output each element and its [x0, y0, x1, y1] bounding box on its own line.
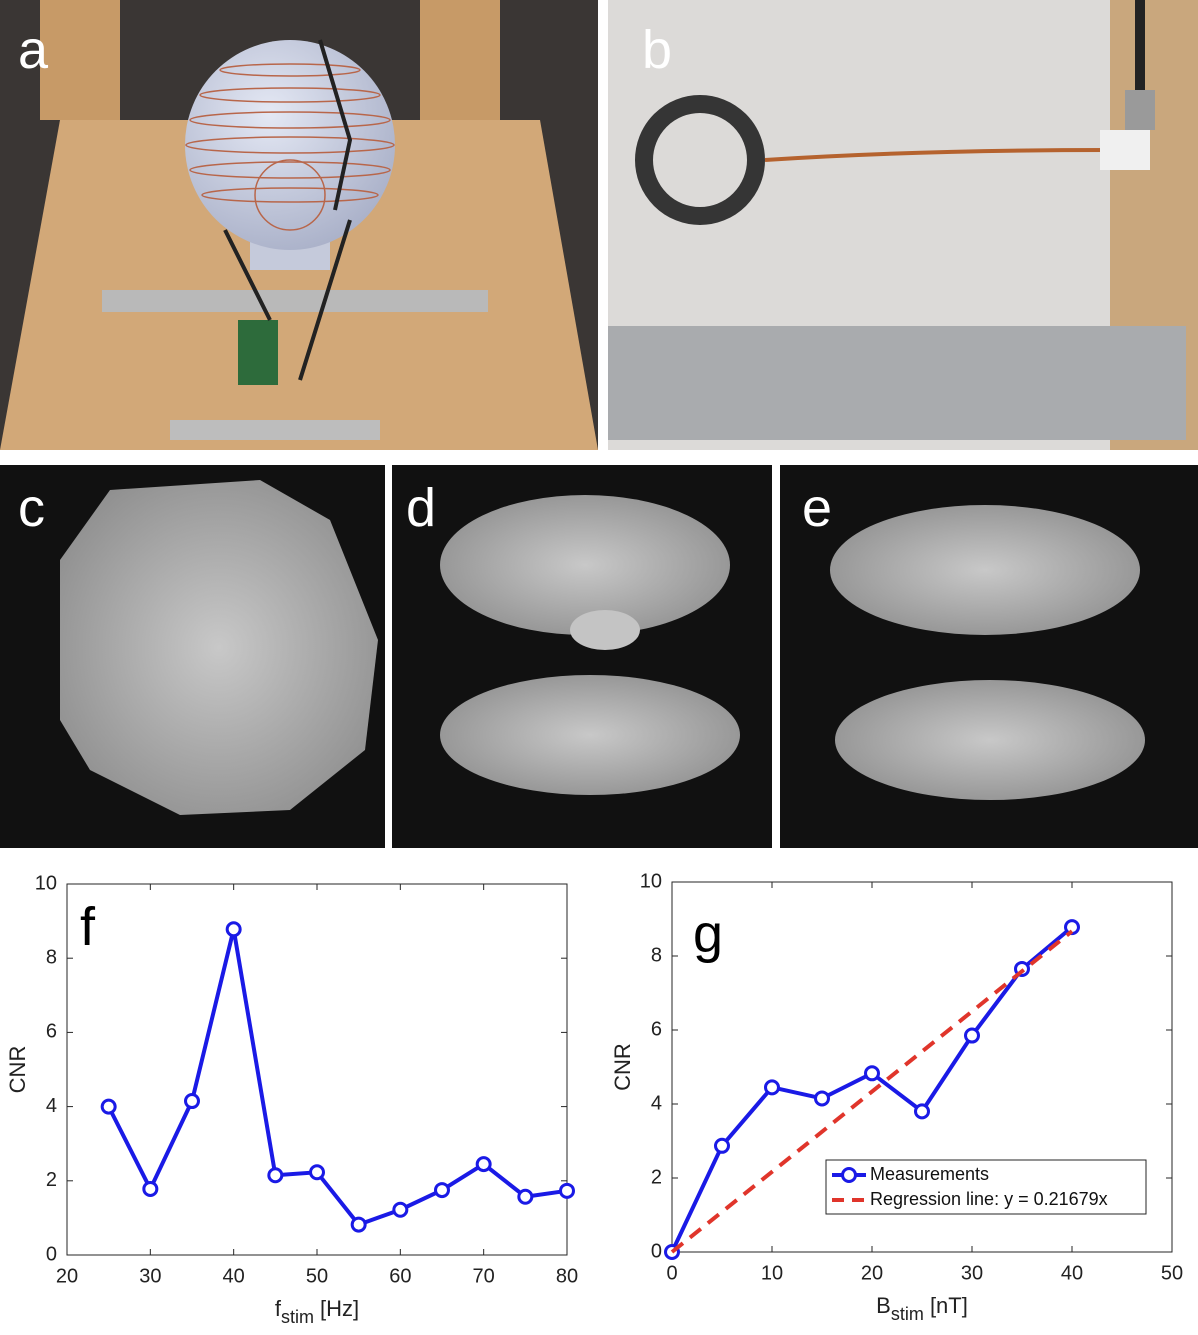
- y-tick-label: 4: [46, 1095, 57, 1117]
- mri-e: [780, 465, 1198, 848]
- panel-label: a: [18, 20, 49, 80]
- data-point: [100, 1098, 117, 1115]
- x-tick-label: 70: [473, 1265, 495, 1287]
- y-tick-label: 0: [46, 1243, 57, 1265]
- mri-d: [392, 465, 772, 848]
- y-axis-label: CNR: [5, 1046, 30, 1094]
- x-axis-label: fstim [Hz]: [275, 1296, 359, 1327]
- y-tick-label: 4: [651, 1092, 662, 1114]
- x-tick-label: 40: [1061, 1262, 1083, 1284]
- x-tick-label: 20: [56, 1265, 78, 1287]
- x-tick-label: 0: [666, 1262, 677, 1284]
- data-point: [764, 1079, 780, 1096]
- y-tick-label: 6: [651, 1018, 662, 1040]
- x-axis-label-part: stim: [281, 1307, 314, 1327]
- panel-label: g: [693, 904, 723, 964]
- data-point: [517, 1188, 534, 1205]
- data-point: [434, 1182, 450, 1199]
- photo-b: [608, 0, 1198, 450]
- data-point: [964, 1027, 980, 1044]
- y-tick-label: 10: [35, 872, 57, 894]
- data-point: [184, 1093, 200, 1110]
- x-axis-label-part: f: [275, 1296, 282, 1321]
- data-point: [392, 1201, 409, 1218]
- legend-box: [825, 1159, 1147, 1215]
- x-tick-label: 30: [139, 1265, 161, 1287]
- panel-label: d: [406, 478, 436, 538]
- data-point: [864, 1065, 880, 1082]
- data-point: [714, 1137, 730, 1154]
- data-line: [106, 928, 568, 1227]
- y-tick-label: 0: [651, 1240, 662, 1262]
- regression-line: [670, 929, 1074, 1254]
- x-axis-label-part: stim: [891, 1304, 924, 1324]
- data-point: [267, 1167, 284, 1184]
- data-point: [142, 1180, 159, 1197]
- y-tick-label: 2: [46, 1169, 57, 1191]
- x-tick-label: 80: [556, 1265, 578, 1287]
- data-point: [309, 1164, 325, 1181]
- legend-label: Regression line: y = 0.21679x: [870, 1189, 1108, 1209]
- x-axis-label-part: [nT]: [924, 1293, 968, 1318]
- y-tick-label: 2: [651, 1166, 662, 1188]
- panel-label: f: [80, 897, 96, 957]
- data-point: [350, 1216, 367, 1233]
- x-axis-label-part: B: [876, 1293, 891, 1318]
- x-tick-label: 50: [1161, 1262, 1183, 1284]
- x-axis-label: Bstim [nT]: [876, 1293, 968, 1324]
- data-point: [475, 1156, 492, 1173]
- y-tick-label: 10: [640, 870, 662, 892]
- data-point: [559, 1182, 575, 1199]
- x-tick-label: 30: [961, 1262, 983, 1284]
- y-tick-label: 8: [651, 944, 662, 966]
- x-tick-label: 50: [306, 1265, 328, 1287]
- legend-marker: [841, 1167, 857, 1183]
- data-point: [225, 921, 242, 938]
- mri-c: [0, 465, 385, 848]
- x-tick-label: 40: [223, 1265, 245, 1287]
- plot-area: [66, 883, 568, 1256]
- legend-label: Measurements: [870, 1164, 989, 1184]
- x-tick-label: 20: [861, 1262, 883, 1284]
- panel-label: b: [642, 20, 672, 80]
- data-point: [814, 1090, 830, 1107]
- x-tick-label: 60: [389, 1265, 411, 1287]
- photo-a: [0, 0, 598, 450]
- panel-label: e: [802, 478, 832, 538]
- y-axis-label: CNR: [610, 1043, 635, 1091]
- y-tick-label: 8: [46, 946, 57, 968]
- panel-label: c: [18, 478, 45, 538]
- x-axis-label-part: [Hz]: [314, 1296, 359, 1321]
- y-tick-label: 6: [46, 1021, 57, 1043]
- x-tick-label: 10: [761, 1262, 783, 1284]
- data-point: [914, 1103, 930, 1120]
